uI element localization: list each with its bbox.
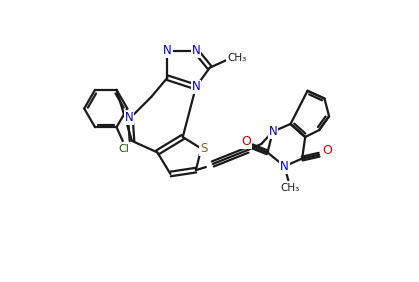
Text: N: N	[163, 44, 172, 57]
Text: N: N	[280, 160, 289, 173]
Text: O: O	[322, 144, 332, 157]
Text: N: N	[269, 125, 277, 138]
Text: N: N	[124, 111, 133, 124]
Text: CH₃: CH₃	[227, 53, 246, 63]
Text: CH₃: CH₃	[280, 183, 300, 193]
Text: O: O	[241, 135, 251, 148]
Text: S: S	[200, 142, 207, 155]
Text: N: N	[191, 44, 200, 57]
Text: N: N	[191, 80, 200, 93]
Text: Cl: Cl	[119, 144, 130, 154]
